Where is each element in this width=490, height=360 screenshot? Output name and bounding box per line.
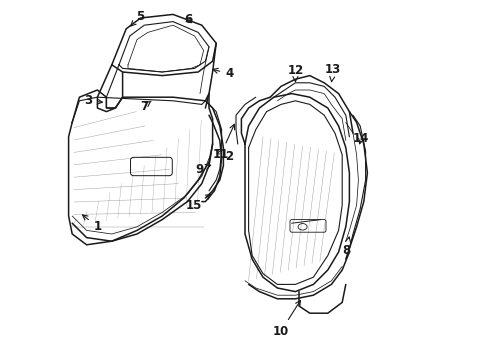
Text: 9: 9 xyxy=(196,163,211,176)
Text: 13: 13 xyxy=(325,63,342,82)
Text: 11: 11 xyxy=(213,124,235,161)
Text: 10: 10 xyxy=(273,300,300,338)
Text: 3: 3 xyxy=(84,94,102,107)
Text: 4: 4 xyxy=(213,67,233,80)
Text: 2: 2 xyxy=(216,149,233,163)
Text: 1: 1 xyxy=(82,215,101,233)
Text: 12: 12 xyxy=(287,64,303,82)
Text: 8: 8 xyxy=(342,237,350,257)
Text: 5: 5 xyxy=(131,10,145,26)
Text: 6: 6 xyxy=(184,13,192,26)
Text: 14: 14 xyxy=(353,132,369,145)
Text: 7: 7 xyxy=(140,100,151,113)
Text: 15: 15 xyxy=(185,195,211,212)
